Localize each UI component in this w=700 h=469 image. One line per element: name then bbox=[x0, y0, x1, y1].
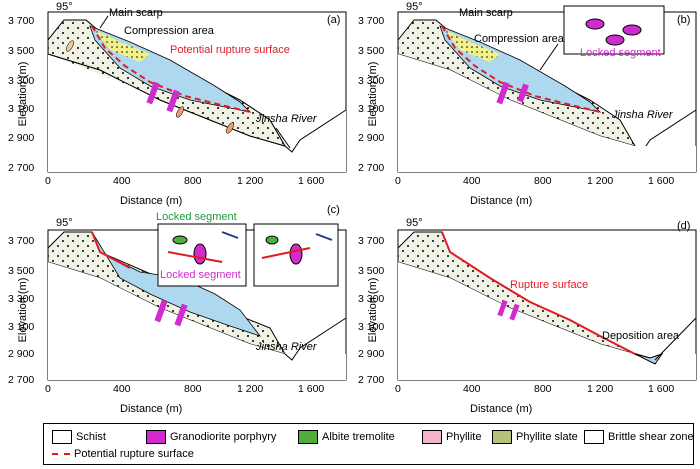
profile-b bbox=[397, 5, 697, 173]
deposition-label: Deposition area bbox=[602, 330, 680, 342]
xtick: 1 200 bbox=[587, 383, 614, 395]
rupture-label: Potential rupture surface bbox=[170, 44, 290, 56]
xtick: 1 200 bbox=[237, 383, 264, 395]
profile-c bbox=[47, 223, 347, 381]
xtick: 800 bbox=[534, 383, 552, 395]
xtick: 0 bbox=[395, 383, 401, 395]
ytick: 3 100 bbox=[358, 103, 385, 115]
xtick: 400 bbox=[113, 383, 131, 395]
xtick: 0 bbox=[45, 175, 51, 187]
x-axis-label: Distance (m) bbox=[120, 195, 183, 207]
panel-letter: (b) bbox=[677, 14, 691, 26]
panel-letter: (d) bbox=[677, 220, 691, 232]
dip-label: 95° bbox=[406, 1, 423, 13]
xtick: 1 600 bbox=[298, 175, 325, 187]
y-axis-label: Elevation (m) bbox=[17, 61, 29, 127]
xtick: 400 bbox=[463, 383, 481, 395]
locked-label: Locked segment bbox=[580, 47, 661, 59]
xtick: 1 600 bbox=[648, 175, 675, 187]
xtick: 800 bbox=[184, 175, 202, 187]
ytick: 3 700 bbox=[8, 235, 35, 247]
legend-phyllite-slate: Phyllite slate bbox=[492, 430, 578, 444]
y-axis-label: Elevation (m) bbox=[367, 277, 379, 343]
legend: Schist Granodiorite porphyry Albite trem… bbox=[43, 423, 694, 465]
compression-label: Compression area bbox=[474, 33, 564, 45]
xtick: 1 600 bbox=[648, 383, 675, 395]
profile-a bbox=[47, 11, 347, 173]
legend-granodiorite: Granodiorite porphyry bbox=[146, 430, 276, 444]
xtick: 800 bbox=[534, 175, 552, 187]
xtick: 400 bbox=[113, 175, 131, 187]
ytick: 3 500 bbox=[358, 265, 385, 277]
ytick: 3 300 bbox=[8, 75, 35, 87]
river-label: Jinsha River bbox=[612, 109, 673, 121]
ytick: 2 700 bbox=[8, 162, 35, 174]
main-scarp-label: Main scarp bbox=[109, 7, 163, 19]
ytick: 3 500 bbox=[8, 45, 35, 57]
y-axis-label: Elevation (m) bbox=[367, 61, 379, 127]
panel-d: 3 700 3 500 3 300 3 100 2 900 2 700 0 40… bbox=[350, 208, 700, 418]
panel-b: 3 700 3 500 3 300 3 100 2 900 2 700 0 40… bbox=[350, 0, 700, 210]
xtick: 0 bbox=[395, 175, 401, 187]
locked-pink-label: Locked segment bbox=[160, 269, 241, 281]
ytick: 2 700 bbox=[8, 374, 35, 386]
dip-label: 95° bbox=[56, 1, 73, 13]
ytick: 3 300 bbox=[8, 293, 35, 305]
y-axis-label: Elevation (m) bbox=[17, 277, 29, 343]
xtick: 400 bbox=[463, 175, 481, 187]
xtick: 800 bbox=[184, 383, 202, 395]
ytick: 2 700 bbox=[358, 162, 385, 174]
ytick: 3 100 bbox=[8, 103, 35, 115]
ytick: 3 100 bbox=[8, 321, 35, 333]
ytick: 2 900 bbox=[358, 348, 385, 360]
xtick: 1 200 bbox=[237, 175, 264, 187]
legend-brittle: Brittle shear zone bbox=[584, 430, 694, 444]
ytick: 3 300 bbox=[358, 75, 385, 87]
xtick: 1 200 bbox=[587, 175, 614, 187]
ytick: 2 900 bbox=[358, 132, 385, 144]
river-label: Jinsha River bbox=[256, 113, 317, 125]
xtick: 1 600 bbox=[298, 383, 325, 395]
ytick: 3 100 bbox=[358, 321, 385, 333]
ytick: 2 900 bbox=[8, 348, 35, 360]
x-axis-label: Distance (m) bbox=[470, 403, 533, 415]
legend-phyllite: Phyllite bbox=[422, 430, 481, 444]
dip-label: 95° bbox=[56, 217, 73, 229]
legend-potential: Potential rupture surface bbox=[52, 448, 194, 460]
ytick: 3 300 bbox=[358, 293, 385, 305]
x-axis-label: Distance (m) bbox=[120, 403, 183, 415]
ytick: 3 700 bbox=[358, 15, 385, 27]
panel-a: 3 700 3 500 3 300 3 100 2 900 2 700 0 40… bbox=[0, 0, 350, 210]
rupture-label: Rupture surface bbox=[510, 279, 589, 291]
locked-green-label: Locked segment bbox=[156, 211, 237, 223]
profile-d bbox=[397, 229, 697, 381]
main-scarp-label: Main scarp bbox=[459, 7, 513, 19]
legend-schist: Schist bbox=[52, 430, 106, 444]
dip-label: 95° bbox=[406, 217, 423, 229]
river-label: Jinsha River bbox=[256, 341, 317, 353]
xtick: 0 bbox=[45, 383, 51, 395]
panel-letter: (a) bbox=[327, 14, 341, 26]
x-axis-label: Distance (m) bbox=[470, 195, 533, 207]
legend-albite: Albite tremolite bbox=[298, 430, 395, 444]
ytick: 3 500 bbox=[8, 265, 35, 277]
ytick: 3 500 bbox=[358, 45, 385, 57]
ytick: 2 700 bbox=[358, 374, 385, 386]
panel-c: 3 700 3 500 3 300 3 100 2 900 2 700 0 40… bbox=[0, 204, 350, 418]
ytick: 3 700 bbox=[358, 235, 385, 247]
compression-label: Compression area bbox=[124, 25, 214, 37]
ytick: 3 700 bbox=[8, 15, 35, 27]
panel-letter: (c) bbox=[327, 204, 340, 216]
ytick: 2 900 bbox=[8, 132, 35, 144]
